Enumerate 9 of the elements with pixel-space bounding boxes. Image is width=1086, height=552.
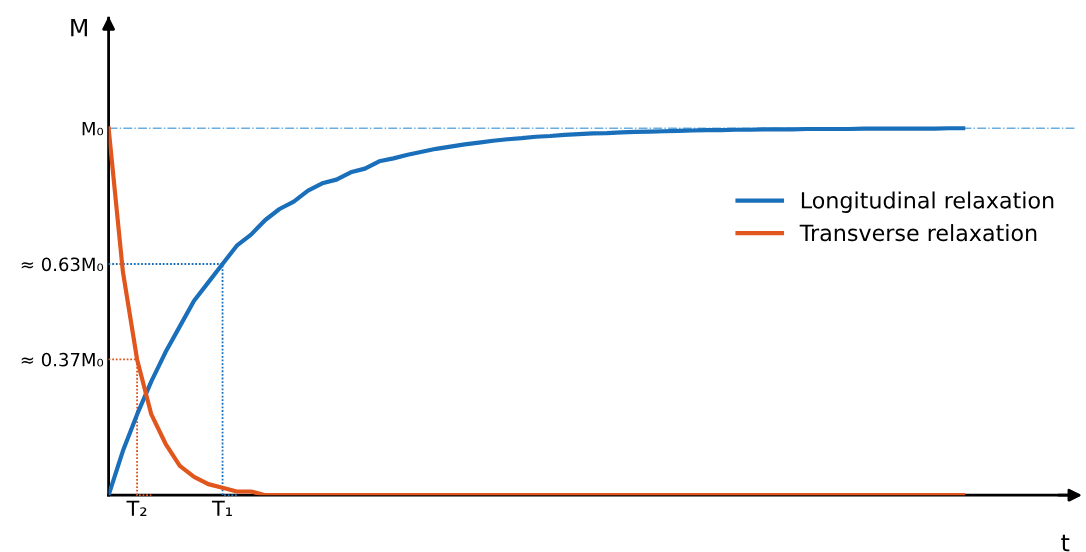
y-tick-label: ≈ 0.63M₀ (21, 257, 104, 272)
y-tick-label: M₀ (82, 121, 104, 136)
x-axis-title: t (1061, 534, 1070, 552)
y-axis-title: M (71, 18, 87, 37)
y-tick-label: ≈ 0.37M₀ (21, 352, 104, 367)
legend-label: Transverse relaxation (799, 224, 1037, 242)
legend-label: Longitudinal relaxation (801, 191, 1054, 213)
x-tick-label: T₂ (126, 500, 147, 516)
x-tick-label: T₁ (211, 500, 232, 516)
